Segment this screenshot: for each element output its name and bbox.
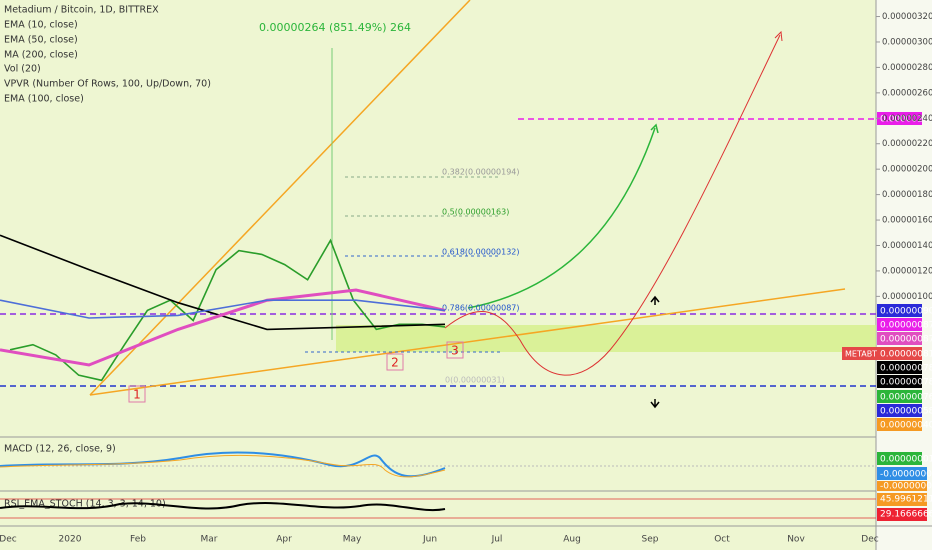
- series-line: [9, 238, 446, 382]
- wave-box: [446, 341, 464, 359]
- tag-bg: [877, 452, 922, 465]
- macd-tag: -0.00000004: [880, 470, 932, 480]
- tag-bg: [877, 404, 922, 417]
- tag-bg: [877, 304, 922, 317]
- rsi-tag: 29.16666667: [880, 510, 932, 520]
- x-tick-label: Apr: [276, 535, 292, 545]
- legend-item: Metadium / Bitcoin, 1D, BITTREX: [4, 5, 159, 16]
- y-tick-label: 0.00000260: [882, 88, 932, 98]
- x-tick-label: Mar: [201, 535, 218, 545]
- fib-label: 0.5(0.00000163): [442, 208, 509, 217]
- x-tick-label: Jun: [422, 535, 437, 545]
- legend-item: EMA (50, close): [4, 35, 78, 46]
- tag-bg: [877, 481, 927, 491]
- tag-bg: [877, 418, 922, 431]
- y-tick-label: 0.00000100: [882, 292, 932, 302]
- arrow-head: [650, 123, 659, 134]
- y-tick-label: 0.00000200: [882, 165, 932, 175]
- legend: Metadium / Bitcoin, 1D, BITTREX EMA (10,…: [4, 5, 211, 105]
- x-tick-label: Feb: [130, 535, 146, 545]
- tag-bg: [877, 508, 927, 521]
- wave-label: 3: [451, 344, 459, 358]
- tag-bg: [877, 375, 922, 388]
- down-arrow: [650, 399, 660, 409]
- series-line: [0, 288, 446, 367]
- projection-arrow: [467, 127, 656, 309]
- y-tick-label: 0.00000300: [882, 37, 932, 47]
- fib-label: 0.786(0.00000087): [442, 304, 520, 313]
- y-tick-label: 0.00000280: [882, 63, 932, 73]
- tag-bg: [877, 361, 922, 374]
- x-tick-label: Jul: [491, 535, 503, 545]
- x-tick-label: 2020: [59, 535, 82, 545]
- price-tag: 0.00000239: [880, 115, 932, 125]
- rsi-tag: 45.99612110: [880, 495, 932, 505]
- zone: [336, 325, 876, 352]
- y-tick-label: 0.00000160: [882, 216, 932, 226]
- tag-bg: [877, 318, 922, 331]
- measure-label: 0.00000264 (851.49%) 264: [259, 21, 411, 34]
- trend-line: [89, 288, 846, 396]
- y-tick-label: 0.00000140: [882, 241, 932, 251]
- legend-item: EMA (10, close): [4, 20, 78, 31]
- price-tags: 0.00000239 0.00000090 0.00000087 0.00000…: [842, 112, 932, 431]
- arrow-head: [774, 30, 783, 42]
- signal-line: [0, 454, 446, 478]
- tag-bg: [877, 467, 927, 480]
- legend-item: Vol (20): [4, 64, 41, 75]
- wave-box: [386, 353, 404, 371]
- tag-bg: [877, 493, 927, 506]
- tag-bg: [877, 332, 922, 345]
- pane-label: MACD (12, 26, close, 9): [4, 444, 116, 455]
- x-tick-label: Dec: [0, 535, 17, 545]
- projection-arrow: [444, 34, 781, 376]
- price-tag: 0.00000078: [880, 364, 932, 374]
- tag-bg: [877, 112, 922, 125]
- legend-item: EMA (100, close): [4, 94, 84, 105]
- x-tick-label: Nov: [787, 535, 805, 545]
- symbol-tag: METABTC: [845, 350, 883, 359]
- x-tick-label: Sep: [642, 535, 659, 545]
- y-tick-label: 0.00000180: [882, 190, 932, 200]
- price-tag: 0.00000081: [880, 350, 932, 360]
- x-tick-label: Aug: [563, 535, 581, 545]
- price-tag: 0.00000087: [880, 335, 932, 345]
- y-tick-label: 0.00000320: [882, 12, 932, 22]
- tag-bg: [877, 347, 922, 360]
- price-tag: 0.00000087: [880, 321, 932, 331]
- x-tick-label: May: [343, 535, 362, 545]
- x-tick-label: Dec: [861, 535, 878, 545]
- pane-label: RSI_EMA_STOCH (14, 3, 3, 14, 10): [4, 499, 166, 510]
- price-tag: 0.00000078: [880, 378, 932, 388]
- y-tick-label: 0.00000220: [882, 139, 932, 149]
- fib-label: 0.618(0.00000132): [442, 248, 520, 257]
- legend-item: VPVR (Number Of Rows, 100, Up/Down, 70): [4, 79, 211, 90]
- x-tick-label: Oct: [714, 535, 730, 545]
- wave-box: [128, 385, 146, 403]
- y-tick-label: 0.00000240: [882, 114, 932, 124]
- trend-line: [89, 0, 471, 396]
- price-tag: 0.00000040: [880, 421, 932, 431]
- series-line: [0, 299, 446, 319]
- fib-label: 0.382(0.00000194): [442, 168, 520, 177]
- price-tag: 0.00000090: [880, 307, 932, 317]
- price-tag: 0.00000076: [880, 393, 932, 403]
- legend-item: MA (200, close): [4, 50, 78, 61]
- up-arrow: [650, 295, 660, 305]
- wave-label: 2: [391, 356, 399, 370]
- macd-tag: -0.00000005: [880, 482, 932, 492]
- macd-tag: 0.00000001: [880, 455, 932, 465]
- y-tick-label: 0.00000120: [882, 266, 932, 276]
- fib-label: 0(0.00000031): [445, 376, 505, 385]
- tag-bg: [877, 390, 922, 403]
- price-tag: 0.00000058: [880, 407, 932, 417]
- rsi-line: [0, 502, 446, 512]
- tag-bg: [842, 347, 877, 360]
- wave-label: 1: [133, 388, 141, 402]
